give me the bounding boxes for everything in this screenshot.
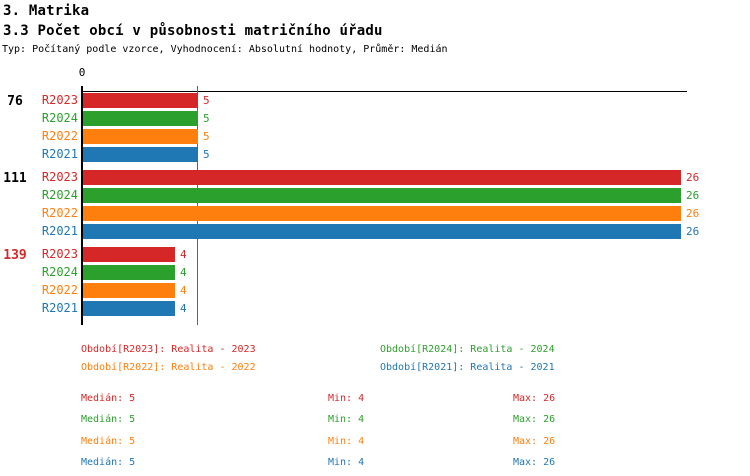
median-cell-R2023: Medián: 5: [81, 393, 136, 404]
max-cell-R2022: Max: 26: [513, 436, 556, 447]
median-cell-R2021: Medián: 5: [81, 457, 136, 468]
bar-series-label: R2024: [41, 265, 78, 279]
bar-series-label: R2021: [41, 301, 78, 315]
x-axis-line: [82, 91, 687, 92]
group-label: 111: [3, 171, 27, 186]
bar-series-label: R2023: [41, 247, 78, 261]
bar-R2023: [83, 93, 198, 108]
bar-R2022: [83, 129, 198, 144]
bar-R2023: [83, 170, 681, 185]
bar-R2021: [83, 224, 681, 239]
group-label: 76: [7, 94, 23, 109]
bar-value-label: 4: [180, 248, 187, 261]
y-axis-line: [81, 86, 83, 325]
x-axis-zero-label: 0: [78, 66, 86, 79]
legend-item-R2021: Období[R2021]: Realita - 2021: [380, 362, 555, 373]
bar-series-label: R2024: [41, 188, 78, 202]
max-cell-R2024: Max: 26: [513, 414, 556, 425]
bar-value-label: 5: [203, 112, 210, 125]
bar-value-label: 5: [203, 94, 210, 107]
min-cell-R2024: Min: 4: [328, 414, 365, 425]
bar-value-label: 26: [686, 207, 700, 220]
bar-R2024: [83, 111, 198, 126]
bar-series-label: R2022: [41, 129, 78, 143]
bar-R2021: [83, 301, 175, 316]
legend-item-R2024: Období[R2024]: Realita - 2024: [380, 344, 555, 355]
bar-R2022: [83, 206, 681, 221]
page-subtitle: 3.3 Počet obcí v působnosti matričního ú…: [3, 23, 383, 39]
min-cell-R2021: Min: 4: [328, 457, 365, 468]
bar-series-label: R2021: [41, 147, 78, 161]
min-cell-R2023: Min: 4: [328, 393, 365, 404]
bar-R2022: [83, 283, 175, 298]
bar-R2023: [83, 247, 175, 262]
bar-series-label: R2023: [41, 93, 78, 107]
bar-value-label: 4: [180, 266, 187, 279]
bar-value-label: 5: [203, 148, 210, 161]
min-cell-R2022: Min: 4: [328, 436, 365, 447]
bar-series-label: R2024: [41, 111, 78, 125]
bar-value-label: 5: [203, 130, 210, 143]
max-cell-R2023: Max: 26: [513, 393, 556, 404]
bar-value-label: 26: [686, 171, 700, 184]
median-reference-line: [197, 86, 198, 325]
bar-value-label: 4: [180, 302, 187, 315]
median-cell-R2022: Medián: 5: [81, 436, 136, 447]
bar-value-label: 26: [686, 189, 700, 202]
bar-value-label: 26: [686, 225, 700, 238]
bar-series-label: R2021: [41, 224, 78, 238]
group-label: 139: [3, 248, 27, 263]
bar-R2021: [83, 147, 198, 162]
bar-value-label: 4: [180, 284, 187, 297]
bar-series-label: R2022: [41, 283, 78, 297]
legend-item-R2023: Období[R2023]: Realita - 2023: [81, 344, 256, 355]
bar-R2024: [83, 265, 175, 280]
chart-meta: Typ: Počítaný podle vzorce, Vyhodnocení:…: [2, 44, 448, 55]
max-cell-R2021: Max: 26: [513, 457, 556, 468]
bar-series-label: R2023: [41, 170, 78, 184]
median-cell-R2024: Medián: 5: [81, 414, 136, 425]
bar-R2024: [83, 188, 681, 203]
legend-item-R2022: Období[R2022]: Realita - 2022: [81, 362, 256, 373]
page-title: 3. Matrika: [3, 3, 90, 19]
bar-series-label: R2022: [41, 206, 78, 220]
